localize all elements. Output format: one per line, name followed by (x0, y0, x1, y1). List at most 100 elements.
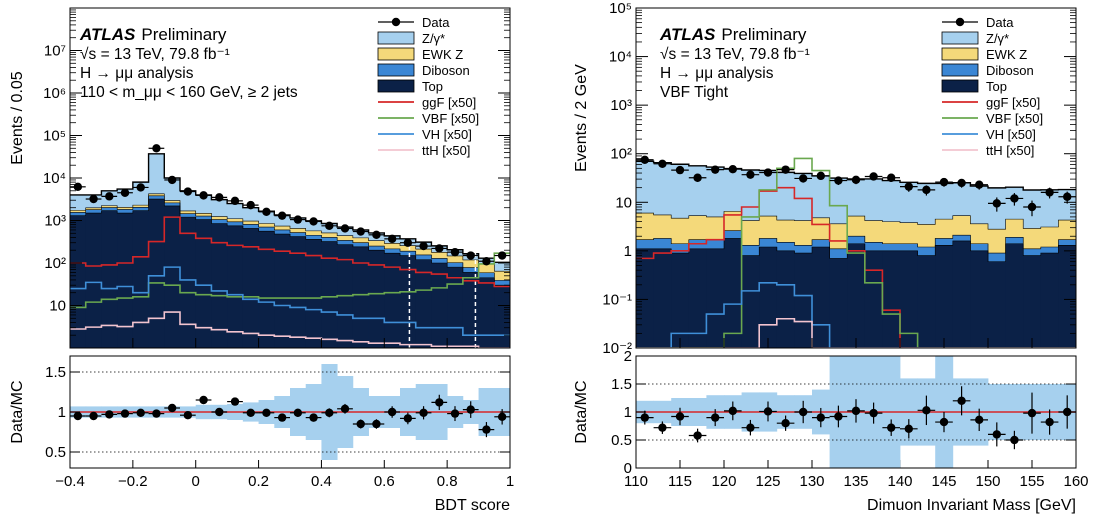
y-tick-label: 10⁶ (43, 85, 66, 102)
y-tick-label: 10³ (610, 97, 632, 114)
x-tick-label: 150 (975, 473, 1000, 490)
ratio-point (763, 407, 773, 416)
stack-bar-top (776, 250, 795, 348)
ratio-point (497, 412, 507, 421)
stack-bar-top (970, 250, 989, 348)
stack-bar-top (415, 259, 432, 348)
data-point (992, 199, 1001, 208)
data-point (922, 185, 931, 195)
x-tick-label: 0 (192, 473, 200, 490)
legend-swatch-top (941, 79, 979, 93)
data-point (183, 187, 193, 196)
y-tick-label: 10⁴ (43, 170, 66, 187)
ratio-point (89, 411, 98, 421)
stack-bar-top (1040, 253, 1059, 348)
main-plot-area (70, 8, 510, 348)
ratio-point (992, 430, 1001, 439)
info-line: 110 < m_μμ < 160 GeV, ≥ 2 jets (80, 84, 298, 101)
x-tick-label: 125 (755, 473, 780, 490)
data-point (711, 165, 720, 174)
legend-swatch-diboson (941, 63, 979, 77)
stack-bar-top (117, 213, 134, 348)
ratio-point (1010, 435, 1019, 445)
y-tick-label: 1 (624, 243, 632, 260)
ratio-point (851, 406, 861, 416)
stack-bar-top (1023, 255, 1042, 348)
ratio-point (482, 425, 491, 434)
stack-bar-top (935, 245, 954, 348)
stack-bar-top (653, 248, 672, 348)
y-tick-label: 10⁷ (44, 43, 66, 60)
stack-bar-top (447, 267, 464, 348)
data-point (73, 182, 83, 192)
stack-bar-top (759, 247, 778, 348)
ratio-plot-area (636, 356, 1076, 468)
ratio-point (450, 409, 460, 418)
x-tick-label: 110 (624, 473, 648, 490)
legend-label: VBF [x50] (986, 111, 1043, 126)
stack-bar-top (101, 210, 118, 348)
legend-swatch-ewkz (377, 47, 415, 61)
data-point (904, 182, 913, 191)
y-tick-label: 10⁴ (609, 49, 632, 66)
data-point (887, 173, 896, 182)
ratio-point (152, 409, 161, 418)
ratio-point (675, 412, 685, 421)
data-point (1045, 188, 1054, 197)
ratio-y-tick-label: 1.5 (611, 376, 632, 393)
x-tick-label: 0.2 (248, 473, 269, 490)
legend-swatch-top (377, 79, 415, 93)
data-point (1063, 192, 1072, 201)
y-tick-label: 10⁵ (43, 128, 66, 145)
legend-swatch-diboson (377, 63, 415, 77)
ratio-point (781, 419, 790, 428)
legend-label: ttH [x50] (422, 143, 470, 158)
info-line: H → μμ analysis (80, 65, 194, 82)
data-point (1027, 202, 1037, 212)
data-point (340, 224, 350, 233)
y-axis-label: Events / 2 GeV (573, 64, 590, 172)
data-point (230, 196, 240, 206)
stack-bar-top (688, 248, 707, 348)
stack-bar-top (384, 253, 401, 348)
legend-label: EWK Z (986, 47, 1027, 62)
stack-bar-top (900, 250, 918, 348)
stack-bar-top (882, 250, 901, 348)
ratio-y-tick-label: 2 (624, 348, 632, 365)
y-tick-label: 10 (615, 194, 632, 211)
legend-label: Top (986, 79, 1007, 94)
stack-bar-top (368, 250, 385, 348)
legend-label: Diboson (422, 63, 470, 78)
y-tick-label: 10⁻¹ (602, 291, 632, 308)
ratio-point (887, 423, 896, 432)
main-plot-area (636, 155, 1076, 348)
ratio-y-tick-label: 0.5 (611, 432, 632, 449)
data-point (325, 221, 334, 231)
x-tick-label: 145 (931, 473, 956, 490)
stack-bar-top (706, 248, 725, 348)
data-point (309, 217, 318, 226)
ratio-point (199, 395, 208, 405)
legend-label: VBF [x50] (422, 111, 479, 126)
stack-outline-zgamma (70, 153, 510, 263)
stack-bar-top (400, 255, 417, 348)
ratio-point (816, 413, 825, 422)
x-tick-label: 155 (1019, 473, 1044, 490)
data-point (763, 168, 773, 177)
data-point (246, 200, 255, 210)
stack-bar-top (917, 255, 936, 348)
legend-data-marker (955, 17, 965, 27)
stack-bar-top (258, 231, 275, 348)
data-point (851, 175, 861, 185)
ratio-point (957, 396, 966, 405)
x-tick-label: 0.8 (437, 473, 458, 490)
stack-bar-top (227, 225, 244, 348)
ratio-point (799, 407, 808, 417)
data-point (869, 172, 878, 181)
ratio-point (975, 415, 984, 425)
signal-line-VBF (636, 157, 1076, 348)
ratio-y-tick-label: 0.5 (45, 444, 66, 461)
data-point (640, 155, 649, 164)
signal-line-VH (636, 281, 1076, 348)
ratio-point (693, 431, 702, 440)
